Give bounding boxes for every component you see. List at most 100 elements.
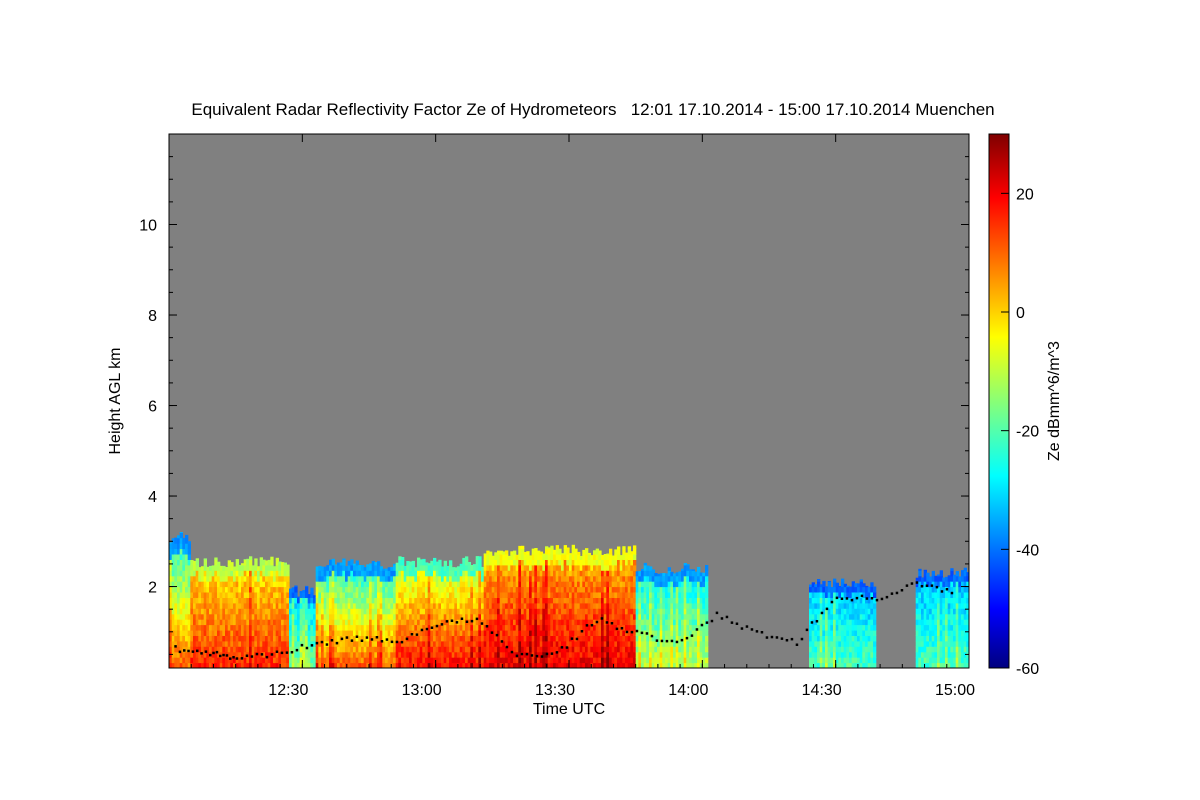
colorbar-tick-label: 0 — [1016, 305, 1025, 322]
cloud-base-point — [510, 650, 514, 654]
x-tick-label: 14:00 — [668, 682, 708, 699]
echo-region-0 — [169, 532, 191, 668]
echo-region-5 — [483, 544, 637, 668]
cloud-base-point — [345, 636, 349, 639]
cloud-base-point — [625, 630, 629, 634]
cloud-base-point — [191, 650, 195, 653]
x-tick-label: 13:00 — [402, 682, 442, 699]
cloud-base-point — [720, 617, 724, 620]
cloud-base-point — [178, 650, 182, 654]
y-tick-label: 10 — [139, 218, 157, 235]
cloud-base-point — [430, 626, 434, 629]
cloud-base-point — [755, 630, 759, 633]
cloud-base-point — [540, 655, 544, 658]
cloud-base-point — [212, 651, 215, 655]
cloud-base-point — [730, 621, 734, 624]
cloud-base-point — [775, 636, 779, 639]
cloud-base-point — [183, 649, 186, 652]
cloud-base-point — [675, 640, 679, 644]
y-tick-label: 8 — [148, 308, 157, 325]
y-tick-label: 6 — [148, 399, 157, 416]
cloud-base-layer — [174, 581, 954, 660]
cloud-base-point — [525, 652, 529, 656]
cloud-base-point — [370, 638, 374, 641]
cloud-base-point — [780, 637, 784, 640]
cloud-base-point — [375, 636, 379, 639]
cloud-base-point — [845, 597, 849, 600]
cloud-base-point — [810, 621, 814, 624]
cloud-base-point — [620, 627, 624, 630]
cloud-base-point — [735, 622, 739, 625]
cloud-base-point — [420, 628, 424, 632]
cloud-base-point — [745, 625, 749, 628]
cloud-base-point — [605, 621, 609, 624]
cloud-base-point — [850, 598, 854, 602]
cloud-base-point — [490, 631, 494, 634]
echo-layer — [169, 532, 969, 668]
echo-region-4 — [395, 556, 485, 668]
cloud-base-point — [900, 589, 904, 592]
cloud-base-point — [440, 623, 444, 626]
cloud-base-point — [935, 585, 939, 589]
cloud-base-point — [865, 597, 869, 600]
cloud-base-point — [565, 646, 569, 649]
cloud-base-point — [545, 652, 549, 656]
y-tick-label: 2 — [148, 580, 157, 597]
cloud-base-point — [640, 631, 644, 635]
cloud-base-point — [290, 651, 294, 654]
chart-title: Equivalent Radar Reflectivity Factor Ze … — [191, 100, 994, 119]
cloud-base-point — [280, 651, 284, 655]
cloud-base-point — [590, 624, 594, 627]
cloud-base-point — [770, 635, 774, 639]
cloud-base-point — [250, 655, 254, 658]
cloud-base-point — [204, 650, 208, 653]
echo-region-7 — [809, 578, 877, 668]
cloud-base-point — [520, 652, 524, 656]
cloud-base-point — [945, 588, 949, 591]
colorbar-tick-label: -20 — [1016, 424, 1039, 441]
cloud-base-point — [495, 633, 499, 637]
x-tick-label: 12:30 — [268, 682, 308, 699]
y-axis-label: Height AGL km — [107, 347, 124, 454]
cloud-base-point — [390, 640, 394, 644]
cloud-base-point — [295, 648, 299, 652]
cloud-base-point — [835, 596, 839, 600]
x-tick-label: 14:30 — [802, 682, 842, 699]
cloud-base-point — [470, 619, 474, 623]
cloud-base-point — [229, 657, 232, 660]
cloud-base-point — [500, 640, 504, 643]
cloud-base-point — [405, 637, 409, 641]
cloud-base-point — [890, 592, 894, 595]
cloud-base-point — [575, 637, 579, 641]
cloud-base-point — [830, 600, 834, 604]
cloud-base-point — [635, 629, 639, 633]
cloud-base-point — [785, 639, 789, 642]
cloud-base-point — [725, 615, 729, 619]
cloud-base-point — [485, 625, 489, 628]
cloud-base-point — [320, 640, 324, 644]
cloud-base-point — [209, 653, 212, 657]
cloud-base-point — [805, 628, 809, 632]
cloud-base-point — [665, 639, 669, 643]
x-axis-label: Time UTC — [533, 701, 605, 718]
cloud-base-point — [595, 620, 599, 624]
cloud-base-point — [360, 639, 364, 642]
cloud-base-point — [610, 622, 614, 625]
cloud-base-point — [450, 619, 454, 622]
cloud-base-point — [310, 644, 314, 647]
cloud-base-point — [305, 646, 309, 650]
cloud-base-point — [710, 619, 714, 623]
cloud-base-point — [630, 630, 634, 634]
cloud-base-point — [235, 657, 239, 660]
cloud-base-point — [940, 590, 944, 593]
echo-region-3 — [315, 558, 397, 668]
echo-region-2 — [289, 585, 317, 668]
cloud-base-point — [795, 643, 799, 646]
cloud-base-point — [765, 636, 769, 639]
cloud-base-point — [385, 638, 389, 641]
cloud-base-point — [515, 654, 519, 658]
cloud-base-point — [555, 651, 559, 654]
cloud-base-point — [885, 595, 889, 599]
colorbar-axis: 20 0 -20 -40 -60 — [1001, 186, 1039, 678]
